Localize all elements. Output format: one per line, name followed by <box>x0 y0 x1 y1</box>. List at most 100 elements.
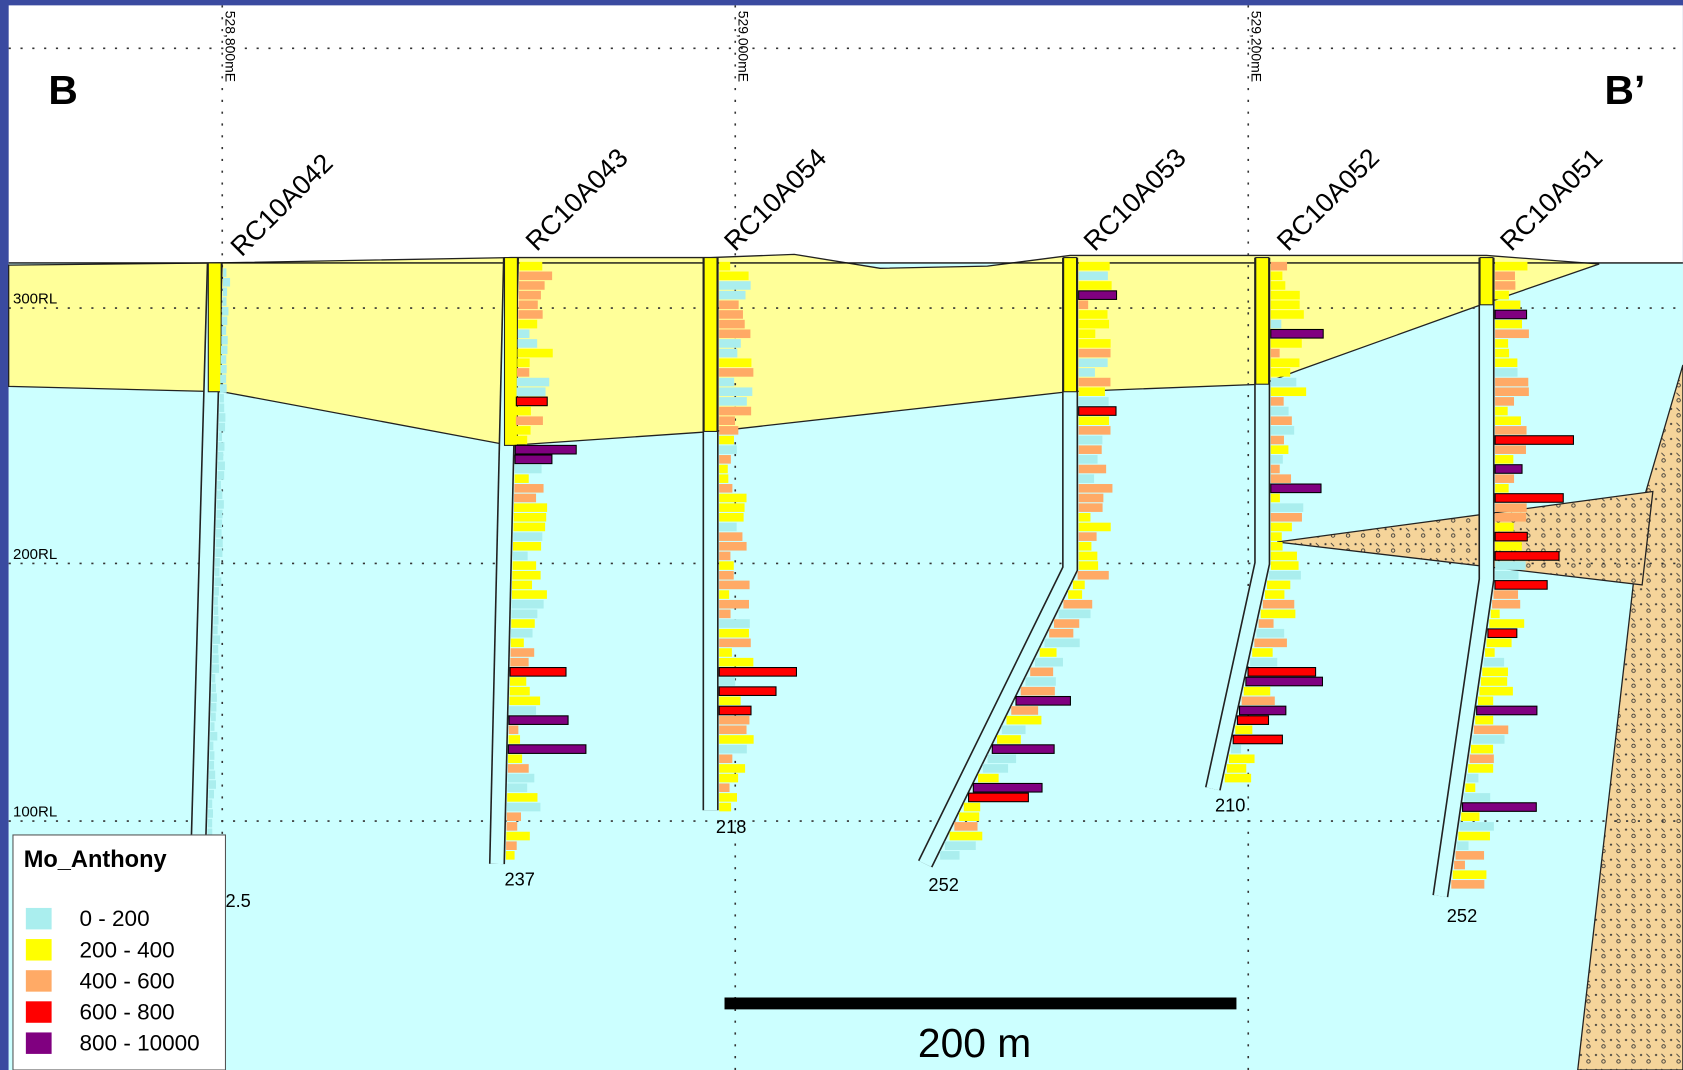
assay-bar <box>972 782 1043 793</box>
assay-bar <box>719 619 750 628</box>
easting-label: 528,800mE <box>222 11 238 82</box>
assay-bar <box>719 455 731 464</box>
legend-swatch <box>25 907 52 930</box>
legend-swatch <box>25 939 52 961</box>
assay-bar <box>719 416 735 425</box>
assay-bar <box>1078 339 1111 348</box>
assay-bar <box>505 851 515 860</box>
assay-bar <box>1078 541 1092 551</box>
assay-bar <box>218 442 225 451</box>
assay-bar <box>209 770 216 780</box>
assay-bar <box>719 290 746 300</box>
assay-bar <box>510 657 529 667</box>
assay-bar <box>1034 657 1063 667</box>
assay-bar <box>719 793 737 802</box>
legend-swatch <box>25 1032 52 1054</box>
legend-label: 600 - 800 <box>80 1000 175 1025</box>
assay-bar <box>1078 348 1111 358</box>
assay-bar <box>1053 619 1080 628</box>
assay-bar <box>719 348 738 358</box>
assay-bar <box>214 577 222 586</box>
assay-bar <box>221 335 228 345</box>
assay-bar <box>719 580 750 590</box>
assay-bar <box>1270 368 1291 377</box>
assay-bar <box>1078 300 1089 310</box>
assay-bar <box>718 667 798 677</box>
assay-bar <box>987 754 1017 764</box>
assay-bar <box>1455 851 1485 860</box>
assay-bar <box>1039 648 1057 657</box>
assay-bar <box>506 822 518 831</box>
assay-bar <box>1495 368 1518 377</box>
assay-bar <box>1270 358 1300 368</box>
assay-bar <box>510 648 535 657</box>
assay-bar <box>1264 590 1285 599</box>
assay-bar <box>719 319 745 329</box>
assay-bar <box>506 841 517 850</box>
assay-bar <box>208 780 217 789</box>
assay-bar <box>1078 377 1111 387</box>
assay-bar <box>510 638 524 648</box>
assay-bar <box>517 348 553 358</box>
assay-bar <box>1485 648 1495 657</box>
assay-bar <box>718 705 752 716</box>
assay-bar <box>210 731 218 741</box>
assay-bar <box>516 406 531 416</box>
assay-bar <box>215 558 220 567</box>
assay-bar <box>1250 657 1278 667</box>
assay-bar <box>209 751 215 760</box>
assay-bar <box>978 773 999 783</box>
assay-bar <box>719 628 749 638</box>
assay-bar <box>212 635 221 644</box>
assay-bar <box>210 702 217 712</box>
assay-bar <box>518 310 543 319</box>
scale-label: 200 m <box>918 1020 1031 1066</box>
assay-bar <box>719 522 737 532</box>
assay-bar <box>1270 261 1288 271</box>
assay-bar <box>949 831 983 841</box>
assay-bar <box>507 793 538 802</box>
assay-bar <box>517 329 530 339</box>
assay-bar <box>1078 426 1111 435</box>
assay-bar <box>215 548 223 558</box>
assay-bar <box>219 384 227 393</box>
assay-bar <box>1270 377 1297 387</box>
assay-bar <box>511 599 544 609</box>
assay-bar <box>1494 309 1528 320</box>
assay-bar <box>1078 522 1111 532</box>
assay-bar <box>1270 328 1324 339</box>
assay-bar <box>1475 715 1494 725</box>
assay-bar <box>214 567 220 577</box>
legend-label: 0 - 200 <box>80 906 150 931</box>
assay-bar <box>719 783 730 793</box>
assay-bar <box>1270 426 1295 435</box>
legend-swatch <box>25 970 52 992</box>
assay-bar <box>1452 870 1487 879</box>
assay-bar <box>719 551 731 561</box>
assay-bar <box>1078 474 1095 483</box>
assay-bar <box>1020 686 1055 696</box>
assay-bar <box>1470 744 1494 754</box>
assay-bar <box>208 789 214 799</box>
assay-bar <box>519 271 553 281</box>
assay-bar <box>1078 358 1108 368</box>
assay-bar <box>1078 329 1096 339</box>
assay-bar <box>1270 387 1307 397</box>
assay-bar <box>1270 455 1283 464</box>
assay-bar <box>1078 532 1097 541</box>
assay-bar <box>1072 580 1085 590</box>
section-end: B’ <box>1605 67 1646 113</box>
assay-bar <box>1479 686 1513 696</box>
assay-bar <box>1247 667 1317 677</box>
assay-bar <box>719 648 732 657</box>
assay-bar <box>719 377 735 387</box>
assay-bar <box>1495 377 1529 387</box>
assay-bar <box>719 435 734 445</box>
assay-bar <box>1078 503 1103 512</box>
assay-bar <box>512 570 541 580</box>
assay-bar <box>1495 541 1522 551</box>
assay-bar <box>1231 744 1242 754</box>
assay-bar <box>1238 705 1287 716</box>
assay-bar <box>216 490 223 500</box>
assay-bar <box>507 764 529 773</box>
